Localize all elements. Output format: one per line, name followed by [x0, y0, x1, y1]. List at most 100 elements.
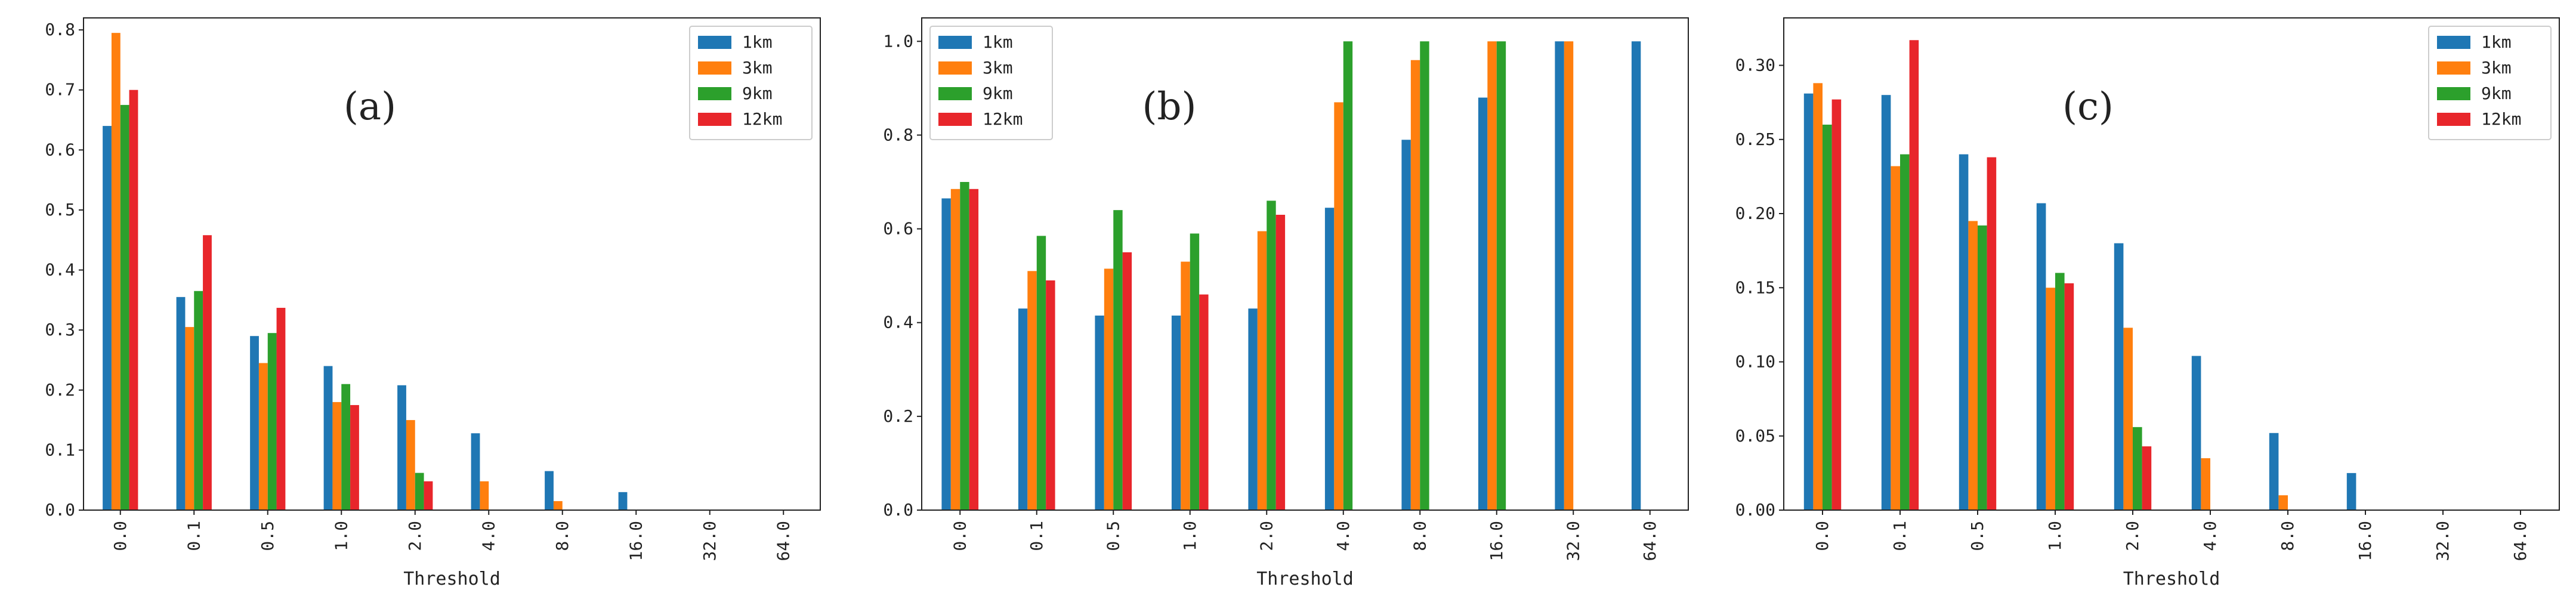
axes-frame	[83, 17, 821, 511]
bar-12km-2_0	[424, 481, 433, 510]
bar-12km-0_0	[129, 89, 138, 511]
legend-box	[2428, 26, 2552, 140]
panel-label: (b)	[1142, 85, 1197, 129]
x-tick-label: 64.0	[1640, 521, 1660, 561]
bar-1km-16_0	[618, 492, 628, 510]
legend: 1km 3km 9km 12km	[929, 26, 1053, 140]
x-tick-label: 16.0	[2355, 521, 2375, 561]
bar-9km-0_1	[1900, 154, 1910, 510]
x-tick-label: 32.0	[1563, 521, 1583, 561]
x-tick-label: 64.0	[773, 521, 793, 561]
y-tick-label: 0.7	[45, 80, 75, 100]
bar-1km-0_5	[250, 336, 259, 510]
x-tick-label: 8.0	[1410, 521, 1429, 551]
bar-9km-8_0	[1420, 41, 1429, 511]
x-tick-label: 2.0	[405, 521, 425, 551]
x-tick-label: 0.5	[1967, 521, 1987, 551]
bar-3km-1_0	[332, 402, 342, 510]
legend-swatch-12km	[2437, 113, 2470, 126]
legend-swatch-3km	[698, 61, 731, 75]
bar-1km-0_1	[1881, 95, 1891, 511]
x-tick-label: 1.0	[1180, 521, 1200, 551]
bar-3km-0_0	[111, 33, 121, 510]
y-tick-label: 0.8	[883, 125, 913, 144]
bar-1km-2_0	[2114, 243, 2124, 510]
bar-3km-0_1	[185, 327, 194, 510]
bar-12km-0_5	[276, 307, 286, 510]
legend-label-9km: 9km	[983, 84, 1013, 103]
bar-9km-1_0	[2055, 273, 2065, 510]
bar-1km-16_0	[2346, 473, 2356, 510]
bar-1km-0_5	[1959, 154, 1969, 510]
chart-panel-2: 0.0 0.2 0.4 0.6 0.8 1.0 0.0 0.1 0.5 1.0 2.0 4.0 8.0 1…	[883, 17, 1689, 589]
bar-1km-8_0	[545, 471, 554, 510]
y-tick-label: 0.30	[1735, 55, 1775, 75]
bar-1km-0_1	[176, 297, 186, 510]
legend-swatch-1km	[2437, 36, 2470, 49]
x-tick-label: 0.5	[258, 521, 277, 551]
bar-9km-2_0	[2133, 427, 2142, 510]
legend-swatch-9km	[2437, 87, 2470, 100]
bar-1km-4_0	[2191, 356, 2201, 510]
bar-3km-4_0	[1334, 102, 1343, 510]
chart-panel-3: 0.00 0.05 0.10 0.15 0.20 0.25 0.30 0.0 0.1 0.5 1.0…	[1735, 17, 2560, 589]
bar-3km-1_0	[2046, 288, 2055, 510]
bar-1km-1_0	[1171, 315, 1181, 510]
bar-1km-2_0	[1248, 308, 1258, 510]
y-tick-label: 0.4	[883, 313, 913, 332]
legend-label-3km: 3km	[983, 58, 1013, 78]
bar-9km-1_0	[1190, 233, 1200, 510]
x-tick-label: 64.0	[2510, 521, 2530, 561]
panel-label: (c)	[2062, 85, 2114, 129]
bar-1km-1_0	[2036, 203, 2046, 511]
legend-label-3km: 3km	[2481, 58, 2512, 78]
y-tick-label: 0.00	[1735, 500, 1775, 520]
x-tick-label: 1.0	[2045, 521, 2065, 551]
bar-3km-0_0	[950, 189, 960, 510]
bar-12km-1_0	[1199, 294, 1209, 510]
legend-swatch-1km	[938, 36, 972, 49]
bar-1km-0_1	[1018, 308, 1028, 510]
bar-9km-1_0	[341, 384, 351, 510]
y-tick-label: 0.2	[883, 406, 913, 426]
bar-1km-2_0	[397, 385, 406, 510]
x-tick-label: 32.0	[700, 521, 719, 561]
x-tick-label: 4.0	[478, 521, 498, 551]
x-tick-label: 0.1	[1027, 521, 1046, 551]
bar-9km-16_0	[1496, 41, 1506, 511]
bar-9km-0_5	[1978, 225, 1987, 510]
bar-3km-0_5	[1968, 221, 1978, 510]
legend-swatch-3km	[938, 61, 972, 75]
bar-1km-32_0	[1555, 41, 1564, 511]
panel-label: (a)	[344, 85, 396, 129]
legend-swatch-9km	[938, 87, 972, 100]
bar-9km-0_1	[1036, 236, 1046, 510]
bar-1km-8_0	[2269, 433, 2279, 510]
bar-1km-0_0	[103, 126, 112, 511]
bar-3km-0_1	[1891, 166, 1900, 510]
legend-swatch-12km	[938, 113, 972, 126]
x-tick-label: 2.0	[2123, 521, 2142, 551]
y-tick-label: 0.2	[45, 380, 75, 400]
legend-label-12km: 12km	[983, 109, 1023, 129]
bar-9km-4_0	[1343, 41, 1353, 511]
bar-9km-0_0	[1823, 124, 1832, 511]
x-tick-label: 8.0	[2278, 521, 2297, 551]
bar-1km-8_0	[1401, 140, 1411, 511]
bar-3km-0_0	[1813, 83, 1823, 511]
legend-swatch-12km	[698, 113, 731, 126]
legend-label-9km: 9km	[742, 84, 773, 103]
y-tick-label: 0.25	[1735, 129, 1775, 149]
y-tick-label: 0.4	[45, 260, 75, 280]
bar-12km-1_0	[350, 405, 359, 510]
x-axis-label: Threshold	[2123, 569, 2220, 589]
x-tick-label: 4.0	[1333, 521, 1353, 551]
bar-3km-16_0	[1487, 41, 1497, 511]
legend-swatch-9km	[698, 87, 731, 100]
x-tick-label: 0.0	[950, 521, 969, 551]
bar-3km-0_5	[258, 363, 268, 510]
legend: 1km 3km 9km 12km	[2428, 26, 2552, 140]
bar-1km-4_0	[471, 433, 480, 510]
bar-12km-0_1	[1046, 280, 1055, 510]
bar-3km-32_0	[1564, 41, 1574, 511]
